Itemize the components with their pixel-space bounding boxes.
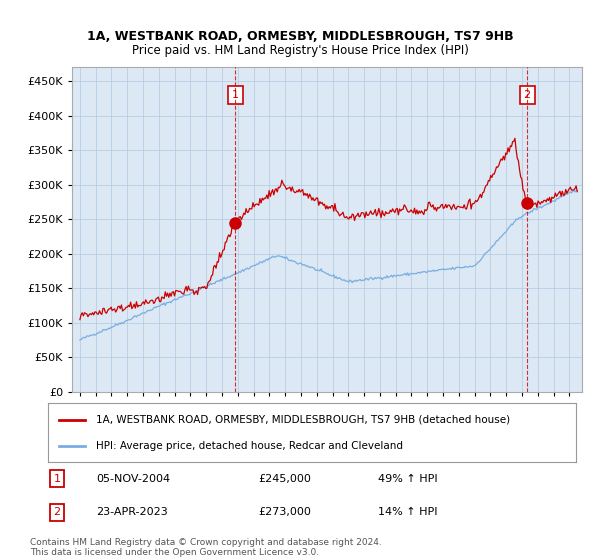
- Text: 49% ↑ HPI: 49% ↑ HPI: [378, 474, 437, 484]
- Text: 1: 1: [232, 90, 239, 100]
- Text: 1A, WESTBANK ROAD, ORMESBY, MIDDLESBROUGH, TS7 9HB (detached house): 1A, WESTBANK ROAD, ORMESBY, MIDDLESBROUG…: [95, 414, 509, 424]
- Text: 2: 2: [523, 90, 530, 100]
- Text: £273,000: £273,000: [258, 507, 311, 517]
- Text: 23-APR-2023: 23-APR-2023: [96, 507, 168, 517]
- Text: Price paid vs. HM Land Registry's House Price Index (HPI): Price paid vs. HM Land Registry's House …: [131, 44, 469, 57]
- Text: 14% ↑ HPI: 14% ↑ HPI: [378, 507, 437, 517]
- Text: 1A, WESTBANK ROAD, ORMESBY, MIDDLESBROUGH, TS7 9HB: 1A, WESTBANK ROAD, ORMESBY, MIDDLESBROUG…: [86, 30, 514, 43]
- Text: £245,000: £245,000: [258, 474, 311, 484]
- Text: 1: 1: [53, 474, 61, 484]
- Text: HPI: Average price, detached house, Redcar and Cleveland: HPI: Average price, detached house, Redc…: [95, 441, 403, 451]
- Text: Contains HM Land Registry data © Crown copyright and database right 2024.
This d: Contains HM Land Registry data © Crown c…: [30, 538, 382, 557]
- Text: 2: 2: [53, 507, 61, 517]
- Text: 05-NOV-2004: 05-NOV-2004: [96, 474, 170, 484]
